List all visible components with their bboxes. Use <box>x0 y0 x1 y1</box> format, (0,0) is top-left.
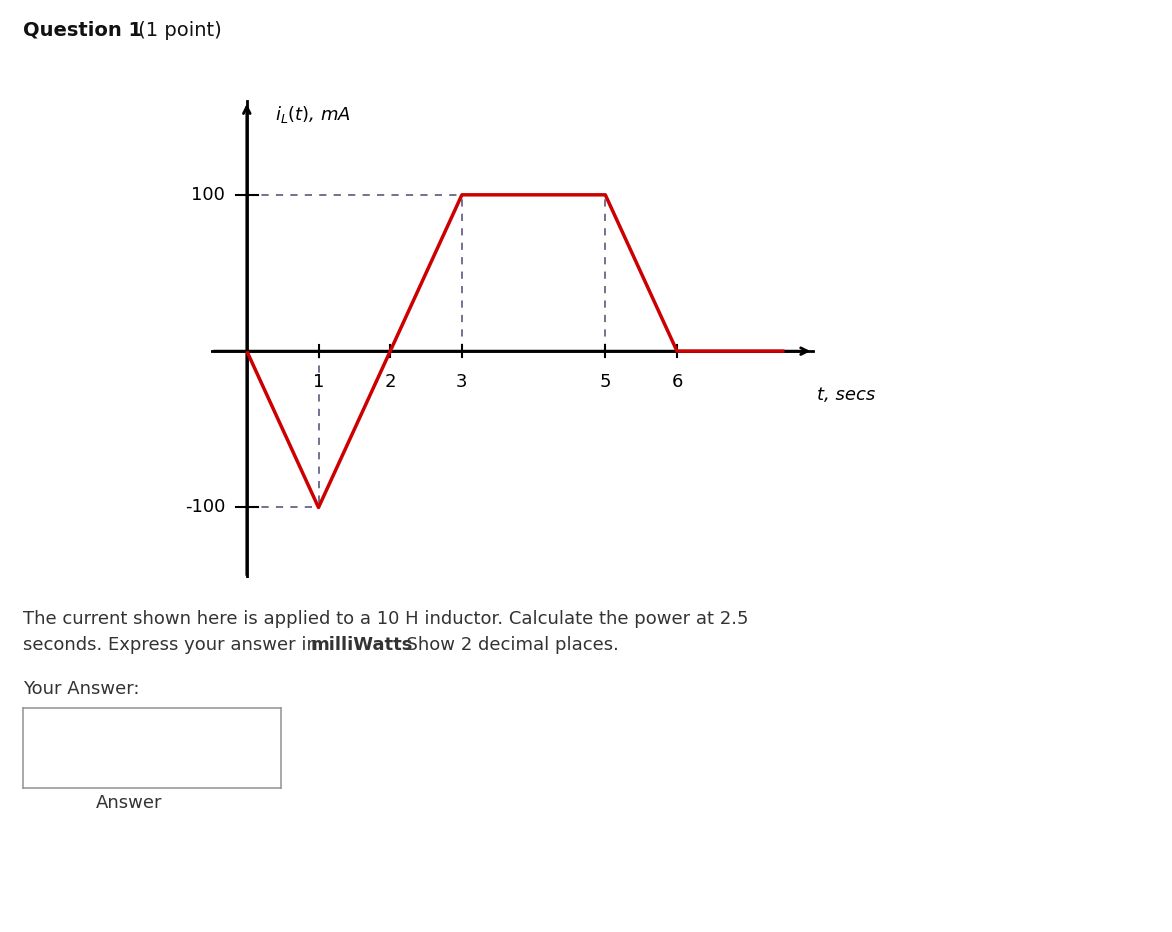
Text: t, secs: t, secs <box>817 386 875 404</box>
Text: milliWatts: milliWatts <box>311 636 413 653</box>
Text: 3: 3 <box>456 373 468 391</box>
Text: -100: -100 <box>185 499 225 516</box>
Text: 5: 5 <box>600 373 611 391</box>
Text: 100: 100 <box>191 185 225 204</box>
Text: $i_L$$(t)$, $mA$: $i_L$$(t)$, $mA$ <box>275 103 352 125</box>
Text: . Show 2 decimal places.: . Show 2 decimal places. <box>395 636 619 653</box>
Text: (1 point): (1 point) <box>132 21 223 39</box>
Text: seconds. Express your answer in: seconds. Express your answer in <box>23 636 325 653</box>
Text: 2: 2 <box>384 373 396 391</box>
Text: Question 1: Question 1 <box>23 21 143 39</box>
Text: Your Answer:: Your Answer: <box>23 680 139 698</box>
Text: Answer: Answer <box>96 794 162 812</box>
Text: The current shown here is applied to a 10 H inductor. Calculate the power at 2.5: The current shown here is applied to a 1… <box>23 610 749 628</box>
Text: 1: 1 <box>313 373 325 391</box>
Text: 6: 6 <box>672 373 682 391</box>
